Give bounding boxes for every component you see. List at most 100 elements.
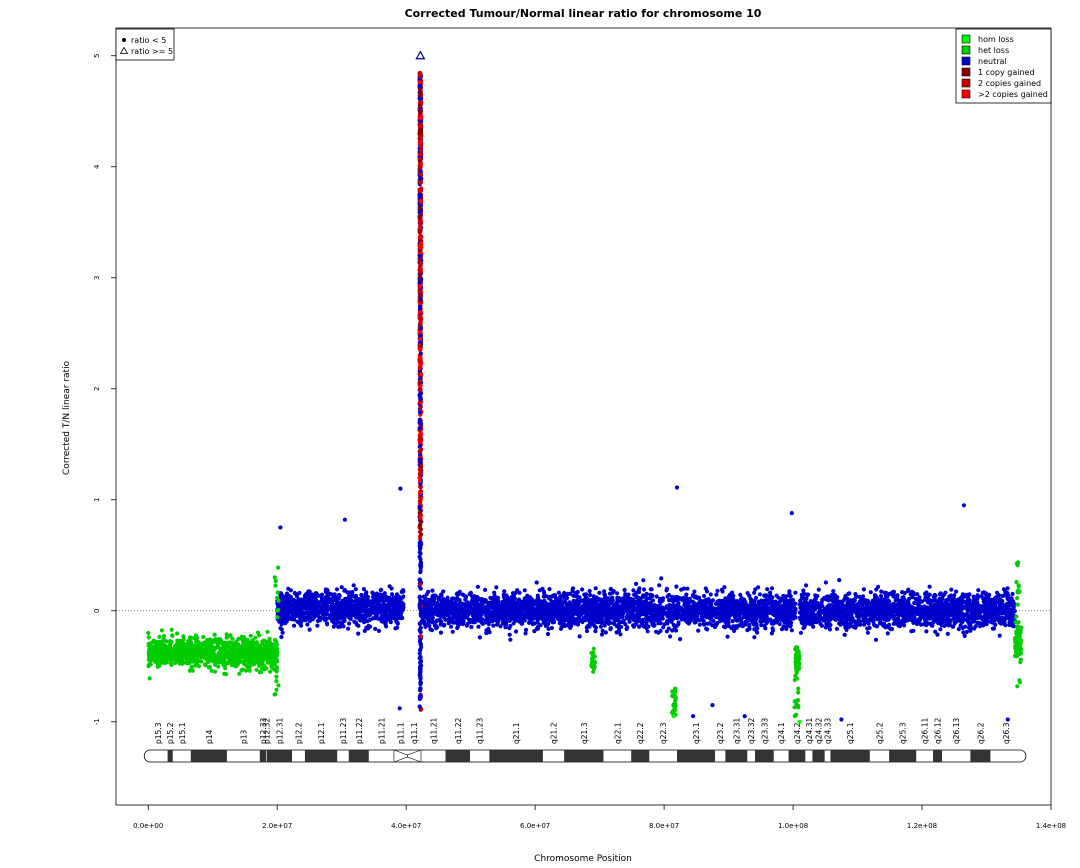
data-point: [179, 647, 183, 651]
data-point: [469, 625, 473, 629]
data-point: [714, 623, 718, 627]
data-point: [586, 605, 590, 609]
data-point: [200, 643, 204, 647]
data-point: [698, 604, 702, 608]
data-point: [780, 627, 784, 631]
data-point: [658, 612, 662, 616]
data-point: [473, 617, 477, 621]
data-point: [236, 637, 240, 641]
data-point: [341, 624, 345, 628]
data-point: [723, 605, 727, 609]
data-point: [601, 629, 605, 633]
data-point: [173, 646, 177, 650]
data-point: [557, 591, 561, 595]
data-point: [257, 633, 261, 637]
data-point: [362, 587, 366, 591]
data-point: [315, 624, 319, 628]
data-point: [571, 586, 575, 590]
data-point: [597, 597, 601, 601]
data-point: [595, 603, 599, 607]
data-point: [383, 611, 387, 615]
data-point: [581, 599, 585, 603]
data-point: [443, 602, 447, 606]
data-point: [649, 601, 653, 605]
data-point: [352, 620, 356, 624]
data-point: [185, 654, 189, 658]
data-point: [788, 599, 792, 603]
data-point: [637, 588, 641, 592]
data-point: [451, 620, 455, 624]
data-point: [628, 620, 632, 624]
data-point: [535, 580, 539, 584]
data-point: [633, 622, 637, 626]
data-point: [679, 615, 683, 619]
segment-neutral-1: [275, 583, 405, 639]
data-point: [195, 636, 199, 640]
data-point: [665, 610, 669, 614]
data-point: [790, 628, 794, 632]
data-point: [755, 626, 759, 630]
data-point: [335, 587, 339, 591]
data-point: [592, 594, 596, 598]
data-point: [287, 594, 291, 598]
data-point: [150, 645, 154, 649]
data-point: [456, 616, 460, 620]
data-point: [468, 592, 472, 596]
data-point: [173, 661, 177, 665]
data-point: [371, 616, 375, 620]
data-point: [263, 655, 267, 659]
data-point: [249, 651, 253, 655]
data-point: [526, 597, 530, 601]
data-point: [279, 635, 283, 639]
data-point: [385, 603, 389, 607]
data-point: [447, 600, 451, 604]
data-point: [740, 600, 744, 604]
data-point: [787, 594, 791, 598]
data-point: [218, 646, 222, 650]
data-point: [471, 599, 475, 603]
data-point: [693, 620, 697, 624]
data-point: [146, 664, 150, 668]
data-point: [310, 593, 314, 597]
data-point: [544, 602, 548, 606]
data-point: [511, 606, 515, 610]
data-point: [542, 589, 546, 593]
data-point: [356, 624, 360, 628]
data-point: [467, 606, 471, 610]
data-point: [332, 615, 336, 619]
data-point: [374, 592, 378, 596]
data-point: [770, 586, 774, 590]
data-point: [359, 593, 363, 597]
data-point: [262, 647, 266, 651]
data-point: [714, 593, 718, 597]
data-point: [571, 616, 575, 620]
data-point: [364, 592, 368, 596]
data-point: [564, 594, 568, 598]
data-point: [432, 598, 436, 602]
data-point: [248, 644, 252, 648]
data-point: [723, 616, 727, 620]
data-point: [257, 664, 261, 668]
data-point: [619, 625, 623, 629]
data-point: [493, 605, 497, 609]
data-point: [755, 630, 759, 634]
data-point: [628, 602, 632, 606]
data-point: [578, 634, 582, 638]
data-point: [397, 600, 401, 604]
data-point: [295, 604, 299, 608]
data-point: [400, 596, 404, 600]
data-point: [472, 594, 476, 598]
data-point: [692, 590, 696, 594]
data-point: [190, 665, 194, 669]
data-point: [588, 589, 592, 593]
data-point: [683, 601, 687, 605]
data-point: [729, 612, 733, 616]
data-point: [228, 657, 232, 661]
data-point: [502, 589, 506, 593]
data-point: [250, 638, 254, 642]
data-point: [169, 663, 173, 667]
data-point: [308, 600, 312, 604]
data-point: [598, 607, 602, 611]
data-point: [753, 599, 757, 603]
data-point: [229, 651, 233, 655]
